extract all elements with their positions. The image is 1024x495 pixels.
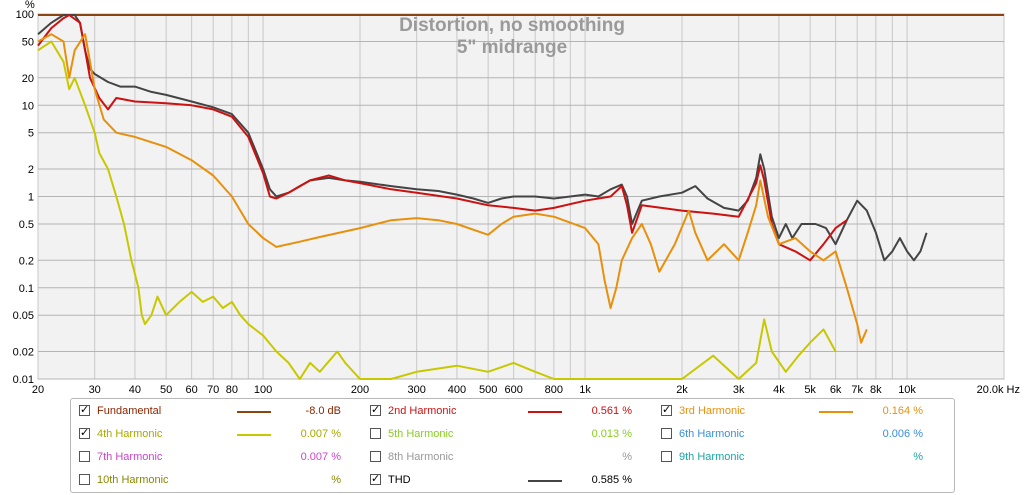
legend-swatch xyxy=(237,434,271,436)
legend-checkbox-8th-harmonic[interactable] xyxy=(370,451,381,462)
x-tick-label: 8k xyxy=(870,384,882,395)
legend-value: 0.007 % xyxy=(300,428,341,440)
y-tick-label: 20 xyxy=(22,73,34,85)
distortion-chart: 20 30 40 50 60 70 80 100 200 300 400 500 600 800 1k 2k 3… xyxy=(13,0,1020,395)
legend-value: 0.585 % xyxy=(591,474,632,486)
legend-item-10th-harmonic: 10th Harmonic% xyxy=(79,470,349,492)
legend-checkbox-5th-harmonic[interactable] xyxy=(370,428,381,439)
legend-checkbox-10th-harmonic[interactable] xyxy=(79,474,90,485)
x-tick-label: 800 xyxy=(545,384,563,395)
y-axis-label: % xyxy=(25,0,35,11)
legend-label: 5th Harmonic xyxy=(388,428,454,440)
x-tick-label: 10k xyxy=(898,384,916,395)
legend-checkbox-7th-harmonic[interactable] xyxy=(79,451,90,462)
series-line-4th-harmonic xyxy=(37,40,837,380)
legend-label: 10th Harmonic xyxy=(97,474,169,486)
y-tick-label: 0.2 xyxy=(19,255,34,267)
legend-item-thd: ✓ THD 0.585 % xyxy=(370,470,640,492)
legend-item-6th-harmonic: 6th Harmonic 0.006 % xyxy=(661,424,931,446)
series-line-3rd-harmonic xyxy=(37,33,868,344)
x-tick-label: 20.0k Hz xyxy=(977,384,1020,395)
legend-value: 0.007 % xyxy=(300,451,341,463)
x-tick-label: 4k xyxy=(773,384,785,395)
legend-value: 0.561 % xyxy=(591,405,632,417)
x-tick-label: 200 xyxy=(351,384,369,395)
y-tick-label: 100 xyxy=(16,9,34,21)
x-tick-label: 500 xyxy=(479,384,497,395)
legend-value: % xyxy=(622,451,632,463)
legend-label: 4th Harmonic xyxy=(97,428,163,440)
x-tick-label: 20 xyxy=(32,384,44,395)
legend-checkbox-thd[interactable]: ✓ xyxy=(370,473,381,485)
y-tick-label: 0.05 xyxy=(13,310,34,322)
x-tick-label: 70 xyxy=(207,384,219,395)
x-tick-label: 50 xyxy=(160,384,172,395)
y-tick-label: 1 xyxy=(28,192,34,204)
legend-item-3rd-harmonic: ✓ 3rd Harmonic 0.164 % xyxy=(661,401,931,423)
legend-swatch xyxy=(528,480,562,482)
chart-subtitle: 5" midrange xyxy=(457,37,567,58)
legend-value: % xyxy=(913,451,923,463)
legend-item-7th-harmonic: 7th Harmonic 0.007 % xyxy=(79,447,349,469)
legend-item-fundamental: ✓ Fundamental -8.0 dB xyxy=(79,401,349,423)
legend-checkbox-4th-harmonic[interactable]: ✓ xyxy=(79,427,90,439)
legend-item-9th-harmonic: 9th Harmonic% xyxy=(661,447,931,469)
x-tick-label: 5k xyxy=(804,384,816,395)
x-tick-label: 3k xyxy=(733,384,745,395)
legend-label: 9th Harmonic xyxy=(679,451,745,463)
legend-checkbox-6th-harmonic[interactable] xyxy=(661,428,672,439)
legend-checkbox-2nd-harmonic[interactable]: ✓ xyxy=(370,404,381,416)
y-tick-label: 0.01 xyxy=(13,374,34,386)
series-lines xyxy=(37,14,1004,380)
x-tick-label: 7k xyxy=(851,384,863,395)
legend-label: 8th Harmonic xyxy=(388,451,454,463)
x-tick-label: 1k xyxy=(579,384,591,395)
x-tick-label: 60 xyxy=(186,384,198,395)
legend-label: 7th Harmonic xyxy=(97,451,163,463)
legend-label: 6th Harmonic xyxy=(679,428,745,440)
legend-value: % xyxy=(331,474,341,486)
legend-value: 0.006 % xyxy=(882,428,923,440)
x-tick-label: 80 xyxy=(226,384,238,395)
series-line-thd xyxy=(37,14,928,262)
x-tick-label: 30 xyxy=(89,384,101,395)
legend-swatch xyxy=(237,411,271,413)
axis-ticks: 20 30 40 50 60 70 80 100 200 300 400 500 600 800 1k 2k 3… xyxy=(13,9,1020,395)
x-tick-label: 40 xyxy=(129,384,141,395)
y-tick-label: 0.02 xyxy=(13,347,34,359)
legend-value: 0.164 % xyxy=(882,405,923,417)
legend-item-5th-harmonic: 5th Harmonic 0.013 % xyxy=(370,424,640,446)
y-tick-label: 2 xyxy=(28,164,34,176)
legend-item-2nd-harmonic: ✓ 2nd Harmonic 0.561 % xyxy=(370,401,640,423)
y-tick-label: 0.1 xyxy=(19,283,34,295)
y-tick-label: 5 xyxy=(28,128,34,140)
legend-value: -8.0 dB xyxy=(305,405,341,417)
legend-label: 2nd Harmonic xyxy=(388,405,457,417)
series-line-2nd-harmonic xyxy=(37,14,848,262)
legend-checkbox-9th-harmonic[interactable] xyxy=(661,451,672,462)
y-tick-label: 50 xyxy=(22,36,34,48)
x-tick-label: 100 xyxy=(254,384,272,395)
chart-title: Distortion, no smoothing xyxy=(399,15,625,36)
legend-label: THD xyxy=(388,474,411,486)
x-tick-label: 600 xyxy=(504,384,522,395)
x-tick-label: 300 xyxy=(408,384,426,395)
legend-swatch xyxy=(528,411,562,413)
legend-value: 0.013 % xyxy=(591,428,632,440)
legend-panel: ✓ Fundamental -8.0 dB ✓ 2nd Harmonic 0.561 % ✓… xyxy=(70,398,955,493)
x-tick-label: 6k xyxy=(830,384,842,395)
y-tick-label: 0.5 xyxy=(19,219,34,231)
legend-swatch xyxy=(819,411,853,413)
legend-label: Fundamental xyxy=(97,405,162,417)
legend-checkbox-3rd-harmonic[interactable]: ✓ xyxy=(661,404,672,416)
legend-label: 3rd Harmonic xyxy=(679,405,746,417)
legend-item-8th-harmonic: 8th Harmonic% xyxy=(370,447,640,469)
legend-checkbox-fundamental[interactable]: ✓ xyxy=(79,404,90,416)
x-tick-label: 400 xyxy=(448,384,466,395)
legend-item-4th-harmonic: ✓ 4th Harmonic 0.007 % xyxy=(79,424,349,446)
x-tick-label: 2k xyxy=(676,384,688,395)
y-tick-label: 10 xyxy=(22,100,34,112)
